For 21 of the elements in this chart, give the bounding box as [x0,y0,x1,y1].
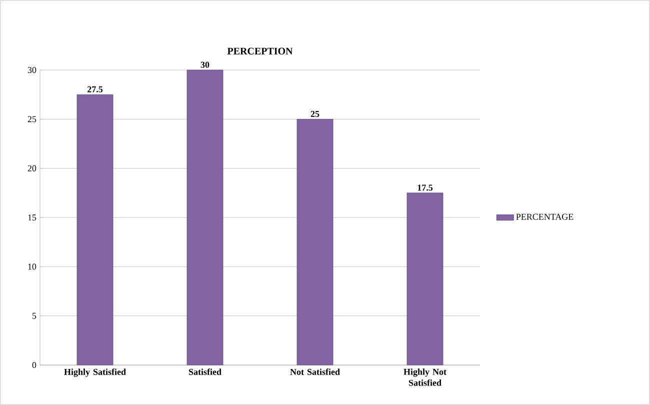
chart-title: PERCEPTION [227,48,293,54]
y-tick-label: 10 [28,264,36,270]
data-label: 27.5 [88,86,103,92]
y-tick-label: 30 [28,66,36,74]
legend-label: PERCENTAGE [516,214,574,220]
y-tick-label: 25 [28,116,36,122]
y-tick-label: 15 [28,214,36,221]
x-tick-label: Satisfied [188,368,222,375]
bar [406,192,444,366]
x-tick-label: Not Satisfied [290,368,340,375]
y-tick-label: 20 [28,165,36,172]
y-tick-label: 5 [32,312,36,319]
data-label: 30 [200,62,210,68]
data-label: 25 [310,110,320,117]
bar [296,118,334,366]
bar [76,94,114,366]
y-tick-label: 0 [32,362,36,368]
x-tick-label: Highly Not Satisfied [404,368,446,386]
x-tick-label: Highly Satisfied [64,368,126,377]
data-label: 17.5 [418,184,433,191]
bar [186,70,224,366]
